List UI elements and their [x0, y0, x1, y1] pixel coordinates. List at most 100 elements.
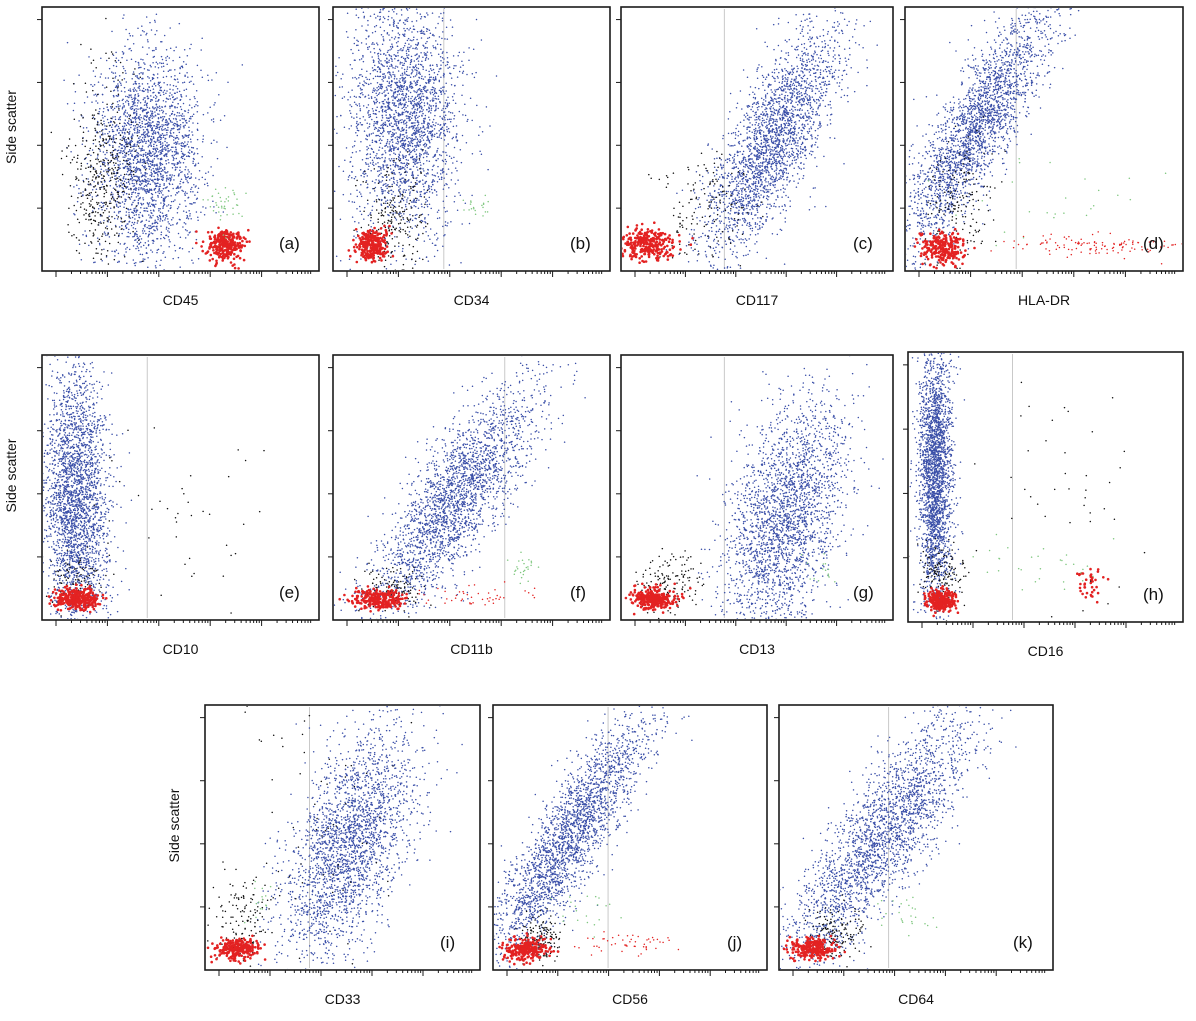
blast-point	[433, 128, 436, 130]
debris-point	[105, 201, 107, 203]
blast-point	[358, 105, 361, 107]
blast-point	[415, 53, 418, 56]
blast-point	[179, 126, 182, 128]
blast-point	[366, 122, 368, 124]
blast-point	[150, 122, 152, 124]
blast-point	[135, 110, 138, 112]
blast-point	[374, 69, 377, 71]
blast-point	[123, 176, 125, 178]
blast-point	[135, 214, 138, 216]
blast-point	[171, 162, 173, 165]
blast-point	[167, 158, 169, 161]
blast-point	[147, 89, 149, 92]
blast-point	[394, 67, 396, 69]
blast-point	[421, 114, 423, 117]
blast-point	[181, 117, 184, 120]
blast-point	[125, 251, 127, 253]
blast-point	[128, 115, 131, 118]
blast-point	[196, 138, 199, 141]
blast-point	[391, 132, 394, 134]
blast-point	[416, 70, 418, 72]
blast-point	[95, 100, 97, 102]
debris-point	[114, 166, 117, 169]
blast-point	[143, 158, 145, 161]
blast-point	[156, 173, 159, 176]
blast-point	[390, 263, 392, 266]
blast-point	[140, 126, 142, 129]
other-point	[217, 192, 220, 194]
blast-point	[388, 179, 391, 181]
debris-point	[97, 153, 99, 156]
blast-point	[107, 231, 109, 234]
blast-point	[147, 257, 149, 259]
blast-point	[414, 102, 416, 105]
blast-point	[197, 219, 199, 222]
blast-point	[389, 39, 391, 41]
blast-point	[162, 115, 164, 118]
blast-point	[431, 86, 434, 88]
blast-point	[403, 33, 406, 35]
blast-point	[159, 172, 162, 175]
blast-point	[426, 159, 428, 162]
blast-point	[397, 126, 399, 129]
blast-point	[152, 209, 155, 211]
blast-point	[150, 152, 152, 154]
blast-point	[153, 55, 156, 58]
blast-point	[137, 160, 139, 162]
blast-point	[138, 115, 140, 118]
blast-point	[169, 105, 171, 108]
blast-point	[412, 165, 415, 168]
blast-point	[446, 102, 449, 104]
lymphocyte-point	[200, 245, 203, 248]
blast-point	[384, 189, 386, 192]
blast-point	[108, 215, 110, 218]
blast-point	[425, 82, 428, 85]
blast-point	[146, 252, 148, 255]
blast-point	[393, 74, 396, 76]
blast-point	[152, 88, 155, 90]
blast-point	[420, 148, 422, 150]
blast-point	[172, 216, 174, 219]
blast-point	[187, 109, 190, 111]
blast-point	[398, 171, 401, 174]
blast-point	[165, 148, 167, 150]
blast-point	[433, 135, 436, 137]
blast-point	[175, 151, 178, 153]
blast-point	[213, 139, 215, 141]
blast-point	[412, 138, 414, 141]
debris-point	[102, 144, 105, 146]
blast-point	[408, 231, 411, 233]
blast-point	[429, 130, 432, 133]
blast-point	[407, 17, 409, 19]
debris-point	[90, 164, 92, 166]
debris-point	[90, 62, 93, 64]
lymphocyte-point	[227, 251, 231, 254]
blast-point	[375, 179, 377, 181]
blast-point	[114, 175, 116, 177]
blast-point	[133, 90, 135, 93]
blast-point	[155, 61, 158, 64]
blast-point	[387, 146, 389, 148]
blast-point	[423, 193, 426, 195]
debris-point	[80, 114, 82, 116]
blast-point	[112, 94, 115, 97]
blast-point	[154, 265, 157, 267]
blast-point	[139, 141, 142, 144]
blast-point	[164, 137, 167, 140]
blast-point	[380, 87, 383, 90]
blast-point	[461, 134, 464, 137]
debris-point	[120, 179, 122, 181]
debris-point	[120, 217, 123, 220]
blast-point	[473, 76, 476, 79]
blast-point	[446, 225, 448, 227]
blast-point	[378, 62, 380, 64]
blast-point	[134, 127, 136, 129]
blast-point	[390, 158, 393, 160]
blast-point	[161, 106, 163, 108]
blast-point	[160, 152, 163, 155]
blast-point	[412, 66, 415, 69]
blast-point	[158, 178, 160, 180]
blast-point	[396, 99, 399, 102]
debris-point	[94, 127, 96, 130]
blast-point	[397, 106, 400, 108]
